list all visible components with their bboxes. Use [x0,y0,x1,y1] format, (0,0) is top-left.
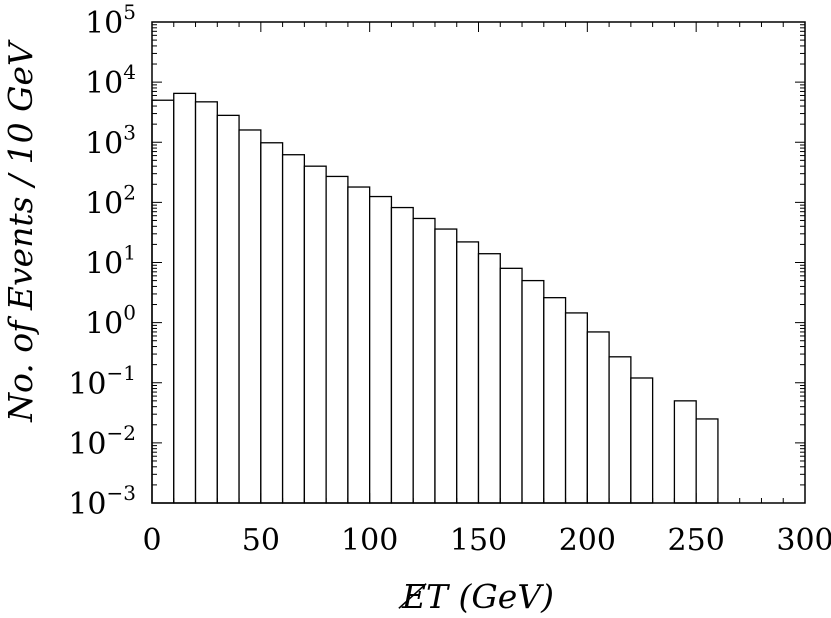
y-tick-label: 102 [85,180,136,221]
x-tick-label: 250 [668,523,725,558]
x-tick-label: 150 [450,523,507,558]
histogram-bar [521,279,545,504]
y-tick-label: 10−3 [68,481,136,522]
x-tick-labels: 0 50 100 150 200 250 300 [142,523,831,558]
histogram-bar [456,241,480,504]
y-tick-labels: 105 104 103 102 101 100 10−1 10−2 10−3 [68,0,136,522]
plot-frame [151,21,806,504]
y-tick-label: 105 [85,0,136,41]
y-tick-label: 101 [85,241,136,282]
y-tick-label: 103 [85,120,136,161]
histogram-bar [194,101,218,504]
histogram-bar [412,217,436,504]
x-tick-label: 200 [559,523,616,558]
y-tick-label: 10−1 [68,361,136,402]
svg-text:No. of Events / 10 GeV: No. of Events / 10 GeV [1,39,40,423]
x-tick-label: 300 [776,523,831,558]
histogram-bar [564,312,588,504]
histogram-bar [543,297,567,504]
histogram-bar [630,377,654,504]
x-tick-label: 0 [142,523,161,558]
svg-text:E̸T (GeV): E̸T (GeV) [398,577,554,616]
histogram-bar [499,267,523,504]
histogram-bar [173,92,197,504]
histogram-bar [238,129,262,504]
histogram-bar [281,154,306,504]
histogram-bar [608,356,632,504]
x-tick-label: 50 [242,523,280,558]
y-tick-label: 10−2 [68,421,136,462]
y-tick-label: 104 [85,60,136,101]
histogram-bar [477,253,501,504]
histogram-bar [390,206,414,504]
y-tick-label: 100 [85,301,136,342]
histogram-bars [151,92,719,504]
histogram-bar [673,400,697,504]
histogram-bar [347,186,371,504]
y-axis-title: No. of Events / 10 GeV [1,39,40,423]
histogram-bar [260,142,284,504]
histogram-bar [303,165,327,504]
histogram-bar [434,228,458,504]
axis-ticks [151,21,806,504]
histogram-bar [695,418,719,504]
histogram-bar [216,114,240,504]
histogram-bar [325,175,349,504]
x-axis-title: E̸T (GeV) [398,577,554,616]
x-tick-label: 100 [341,523,398,558]
histogram-bar [369,195,393,504]
histogram-bar [586,331,610,504]
